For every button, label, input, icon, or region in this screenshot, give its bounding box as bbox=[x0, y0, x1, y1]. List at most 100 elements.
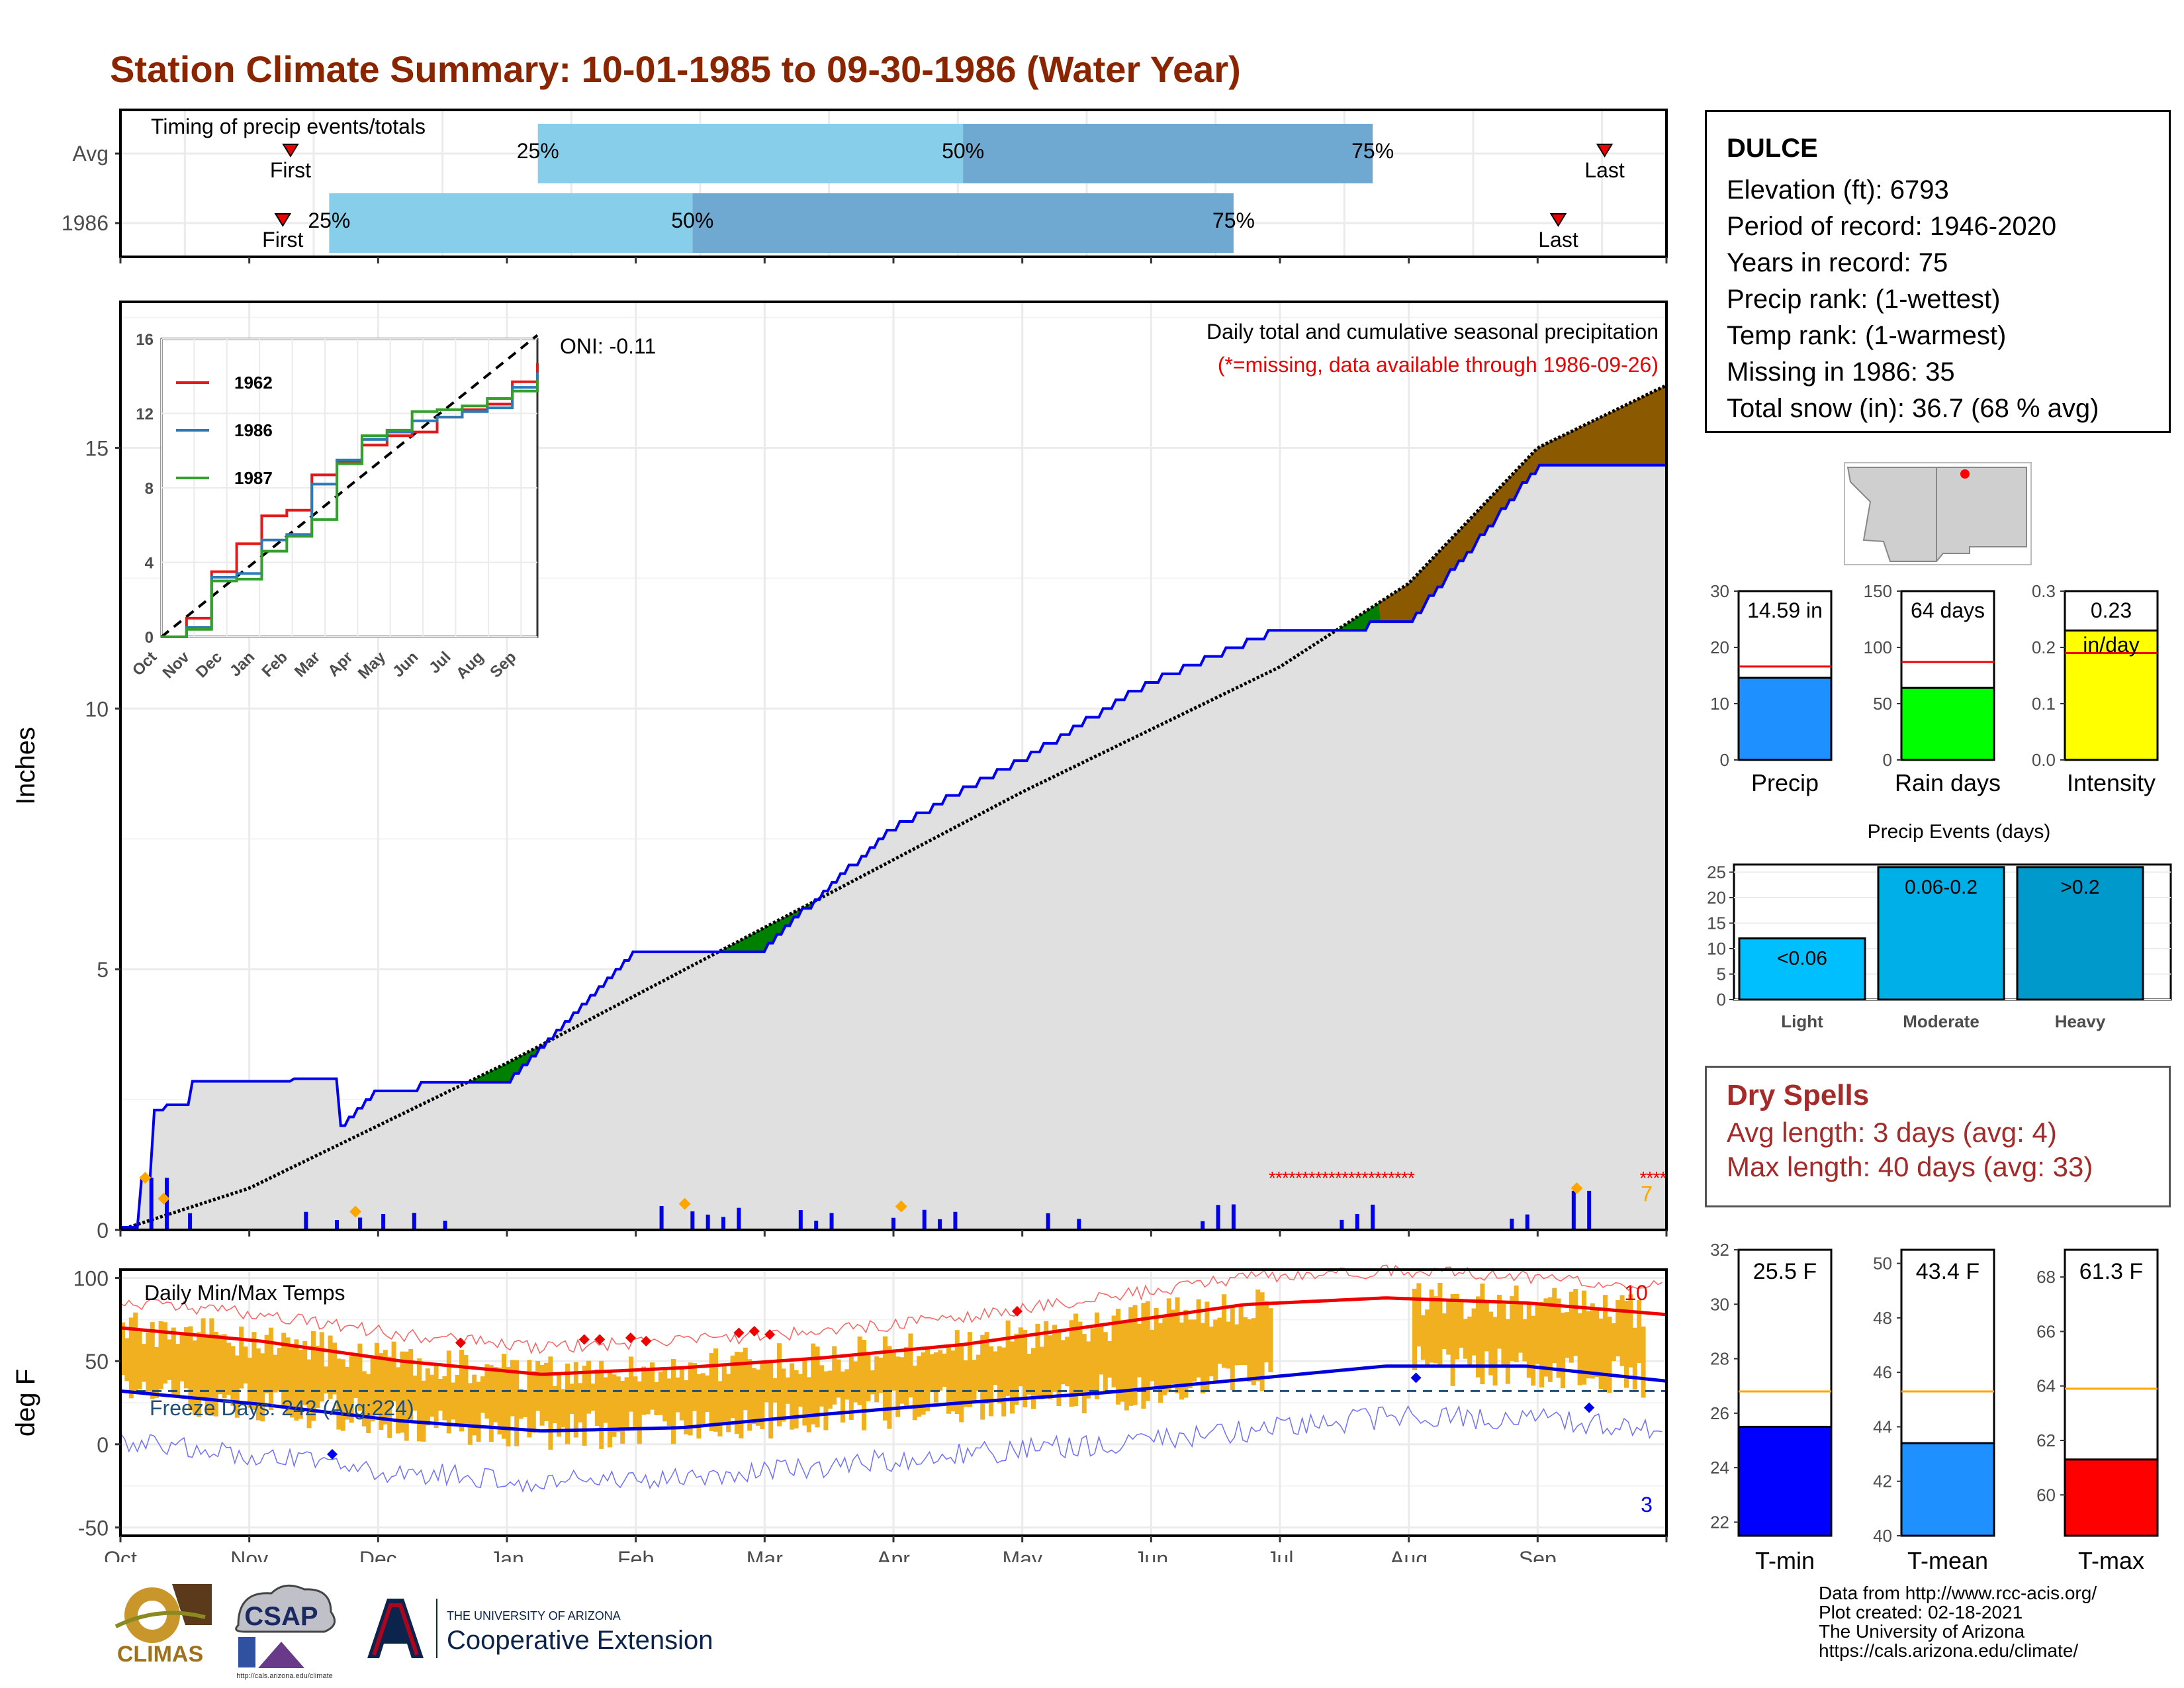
daily-temp-bar bbox=[629, 1356, 633, 1412]
timing-label-25: 25% bbox=[308, 209, 350, 232]
daily-temp-bar bbox=[128, 1317, 134, 1399]
missing-marker: * bbox=[1275, 1168, 1283, 1188]
daily-temp-bar bbox=[184, 1327, 189, 1389]
daily-temp-bar bbox=[1031, 1348, 1036, 1409]
daily-temp-bar bbox=[1505, 1319, 1510, 1384]
missing-marker: * bbox=[1322, 1168, 1329, 1188]
timing-first: First bbox=[270, 158, 311, 182]
daily-temp-bar bbox=[412, 1376, 418, 1411]
y-tick-label: 50 bbox=[85, 1350, 109, 1374]
daily-temp-bar bbox=[1166, 1298, 1171, 1393]
daily-precip-bar bbox=[304, 1211, 308, 1230]
daily-temp-bar bbox=[721, 1366, 727, 1425]
daily-temp-bar bbox=[1010, 1341, 1015, 1414]
daily-temp-bar bbox=[1619, 1295, 1625, 1366]
mini-label: Rain days bbox=[1895, 769, 2001, 796]
missing-marker: * bbox=[1394, 1168, 1402, 1188]
daily-temp-bar bbox=[1510, 1296, 1515, 1361]
temp-panel: Daily Min/Max Temps Freeze Days: 242 (Avg… bbox=[11, 1264, 1668, 1562]
daily-precip-bar bbox=[1201, 1221, 1205, 1230]
daily-temp-bar bbox=[848, 1357, 854, 1420]
daily-temp-bar bbox=[251, 1332, 257, 1411]
events-panel: Precip Events (days) 0 5 10 15 20 25 <0.06 Light… bbox=[1707, 821, 2172, 1031]
daily-temp-bar bbox=[1132, 1305, 1138, 1405]
x-tick-label: Jul bbox=[1267, 1547, 1294, 1562]
daily-temp-bar bbox=[1632, 1327, 1637, 1390]
climas-text: CLIMAS bbox=[117, 1642, 203, 1667]
avg-cumulative-line bbox=[120, 383, 1668, 1232]
daily-temp-bar bbox=[997, 1346, 1002, 1404]
daily-temp-bar bbox=[226, 1342, 231, 1395]
event-bar-label: 0.06-0.2 bbox=[1905, 876, 1978, 898]
inset-y-tick: 16 bbox=[136, 331, 154, 349]
daily-temp-bar bbox=[874, 1356, 880, 1403]
daily-temp-bar bbox=[1594, 1307, 1600, 1378]
event-bar bbox=[1877, 866, 2005, 1001]
daily-temp-bar bbox=[921, 1352, 926, 1415]
daily-precip-bar bbox=[1371, 1204, 1375, 1230]
daily-temp-bar bbox=[666, 1378, 672, 1427]
daily-temp-bar bbox=[230, 1346, 236, 1406]
legend-label: 1987 bbox=[234, 468, 273, 488]
station-line: Period of record: 1946-2020 bbox=[1727, 212, 2057, 241]
inset-y-tick: 8 bbox=[145, 480, 154, 498]
daily-temp-bar bbox=[684, 1380, 689, 1434]
mini-y-tick: 64 bbox=[2036, 1376, 2056, 1396]
ua-logo: THE UNIVERSITY OF ARIZONA Cooperative Ex… bbox=[367, 1599, 713, 1658]
daily-temp-bar bbox=[557, 1374, 562, 1437]
daily-temp-bar bbox=[124, 1338, 130, 1382]
events-y-tick: 15 bbox=[1707, 914, 1726, 933]
daily-temp-bar bbox=[332, 1342, 337, 1395]
year-cumulative-line bbox=[120, 463, 1666, 1229]
x-tick-label: Sep bbox=[1519, 1547, 1557, 1562]
daily-temp-bar bbox=[451, 1382, 456, 1420]
daily-temp-bar bbox=[705, 1375, 710, 1412]
daily-temp-bar bbox=[1196, 1299, 1201, 1378]
record-high-marker-icon bbox=[764, 1329, 776, 1340]
ua-small-text: THE UNIVERSITY OF ARIZONA bbox=[447, 1609, 621, 1622]
missing-marker: * bbox=[1647, 1168, 1654, 1188]
timing-panel: 25% 50% 75% First Last Avg 25% 50% 75% First Last 1… bbox=[62, 109, 1668, 263]
daily-temp-bar bbox=[255, 1348, 261, 1421]
daily-temp-bar bbox=[823, 1371, 829, 1430]
mini-y-tick: 66 bbox=[2036, 1321, 2056, 1341]
daily-temp-bar bbox=[1150, 1329, 1155, 1382]
daily-temp-bar bbox=[573, 1362, 578, 1438]
daily-temp-bar bbox=[844, 1369, 850, 1400]
daily-precip-bar bbox=[953, 1211, 958, 1230]
daily-temp-bar bbox=[599, 1360, 604, 1449]
daily-temp-bar bbox=[1217, 1317, 1222, 1364]
daily-temp-bar bbox=[1213, 1319, 1218, 1383]
daily-temp-bar bbox=[430, 1374, 435, 1417]
daily-temp-bar bbox=[1116, 1309, 1120, 1405]
daily-precip-bar bbox=[335, 1220, 340, 1230]
daily-temp-bar bbox=[1590, 1303, 1595, 1379]
mini-bar bbox=[1737, 1425, 1833, 1537]
daily-temp-bar bbox=[281, 1333, 287, 1406]
inset-y-tick: 4 bbox=[145, 555, 154, 573]
dry-avg: Avg length: 3 days (avg: 4) bbox=[1727, 1117, 2057, 1148]
record-low-marker-icon bbox=[1410, 1372, 1422, 1383]
daily-temp-bar bbox=[467, 1383, 473, 1445]
events-y-tick: 5 bbox=[1717, 964, 1726, 984]
daily-temp-bar bbox=[917, 1356, 922, 1417]
mini-label: Intensity bbox=[2067, 769, 2156, 796]
events-y-tick: 0 bbox=[1717, 990, 1726, 1009]
daily-temp-bar bbox=[912, 1366, 917, 1421]
mini-y-tick: 0.2 bbox=[2032, 637, 2056, 657]
inset-y-tick: 0 bbox=[145, 629, 154, 647]
daily-temp-bar bbox=[603, 1377, 608, 1423]
daily-precip-bar bbox=[358, 1217, 363, 1230]
daily-precip-bar bbox=[1077, 1219, 1081, 1230]
mini-y-tick: 30 bbox=[1710, 583, 1729, 601]
record-high-marker-icon bbox=[749, 1325, 760, 1336]
daily-temp-bar bbox=[1044, 1321, 1049, 1398]
mini-y-tick: 46 bbox=[1873, 1362, 1892, 1382]
temp-label: T-mean bbox=[1907, 1547, 1988, 1574]
timing-row-label: 1986 bbox=[62, 211, 109, 235]
daily-temp-bar bbox=[446, 1350, 451, 1434]
daily-temp-bar bbox=[150, 1322, 155, 1399]
mini-y-tick: 0.1 bbox=[2032, 694, 2056, 714]
daily-precip-bar bbox=[1510, 1218, 1514, 1230]
daily-temp-bar bbox=[980, 1335, 985, 1420]
